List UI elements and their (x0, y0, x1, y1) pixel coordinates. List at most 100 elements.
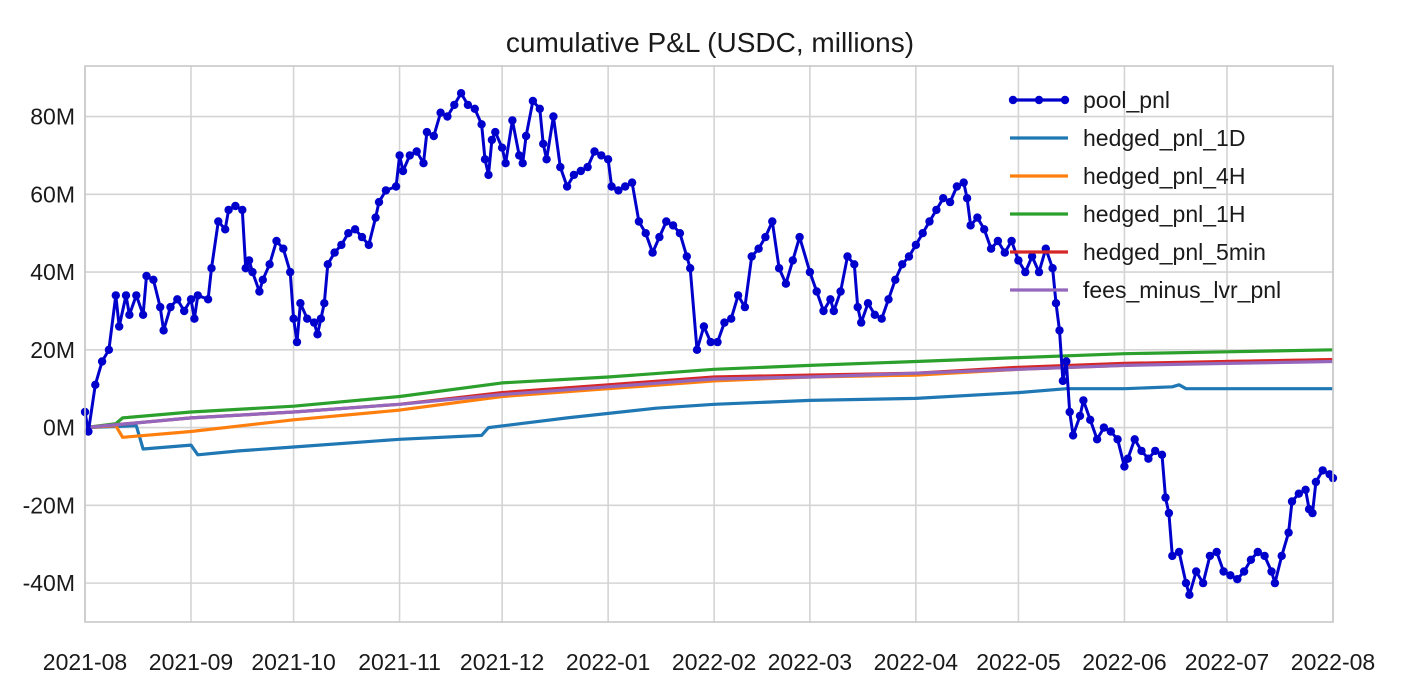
data-point (1233, 575, 1242, 584)
legend-item: pool_pnl (1008, 87, 1170, 113)
data-point (1123, 454, 1133, 463)
data-point (569, 170, 579, 180)
y-axis-ticks: -40M -20M 0M 20M 40M 60M 80M (23, 104, 75, 597)
data-point (607, 182, 616, 191)
data-point (1246, 555, 1256, 564)
data-point (788, 256, 797, 265)
data-point (1212, 547, 1221, 557)
data-point (443, 112, 452, 121)
data-point (1051, 299, 1061, 308)
y-tick-label: 80M (30, 104, 75, 130)
data-point (330, 248, 339, 257)
data-point (562, 182, 572, 191)
data-point (740, 302, 750, 312)
data-point (539, 139, 548, 148)
data-point (774, 264, 784, 273)
data-point (1058, 376, 1068, 386)
data-point (761, 232, 770, 242)
data-point (398, 166, 408, 176)
data-point (1068, 431, 1078, 440)
data-point (1168, 551, 1177, 561)
data-point (962, 194, 972, 203)
legend-label: fees_minus_lvr_pnl (1083, 277, 1281, 303)
data-point (1185, 590, 1194, 599)
data-point (535, 104, 544, 114)
data-point (374, 197, 384, 207)
data-point (850, 260, 859, 269)
data-point (891, 275, 900, 284)
x-tick-label: 2022-02 (672, 649, 756, 675)
data-point (1277, 551, 1286, 561)
data-point (980, 225, 989, 234)
data-point (1075, 411, 1085, 421)
data-point (258, 275, 267, 284)
data-point (364, 240, 373, 250)
x-tick-label: 2021-12 (460, 649, 544, 675)
data-point (1137, 446, 1146, 456)
data-point (781, 279, 791, 288)
data-point (480, 155, 490, 164)
data-point (289, 314, 298, 323)
data-point (1192, 567, 1201, 576)
data-point (487, 135, 497, 145)
data-point (456, 89, 466, 98)
data-point (248, 267, 257, 277)
data-point (1062, 357, 1071, 366)
data-point (1151, 446, 1160, 456)
data-point (843, 252, 852, 261)
data-point (556, 162, 565, 172)
data-point (706, 337, 715, 347)
data-point (863, 299, 873, 308)
y-tick-label: 60M (30, 181, 75, 207)
series-hedged_pnl_1H (84, 348, 1334, 430)
data-point (795, 232, 804, 242)
data-point (634, 217, 644, 226)
data-point (1308, 508, 1317, 518)
data-point (138, 310, 148, 319)
data-point (121, 291, 131, 300)
data-point (1294, 489, 1304, 498)
data-point (125, 310, 134, 319)
data-point (648, 248, 657, 257)
data-point (265, 260, 274, 269)
x-tick-label: 2022-08 (1291, 649, 1375, 675)
data-point (207, 264, 216, 273)
data-point (303, 314, 312, 323)
data-point (224, 205, 233, 215)
data-point (1000, 248, 1009, 257)
x-tick-label: 2021-09 (149, 649, 233, 675)
data-point (166, 302, 175, 312)
data-point (853, 302, 862, 312)
data-point (221, 225, 230, 234)
data-point (1086, 415, 1095, 424)
data-point (884, 295, 893, 304)
data-point (1157, 450, 1167, 459)
data-point (727, 314, 736, 323)
data-point (857, 318, 866, 327)
data-point (1144, 454, 1153, 463)
data-point (1267, 567, 1276, 576)
data-point (1130, 435, 1139, 444)
data-point (497, 143, 507, 152)
data-point (918, 229, 927, 238)
data-point (313, 330, 322, 339)
data-point (945, 197, 955, 207)
series-pool_pnl (80, 89, 1338, 599)
data-point (477, 120, 486, 129)
data-point (1027, 252, 1037, 261)
data-point (939, 194, 948, 203)
data-point (641, 229, 650, 238)
data-point (1318, 466, 1327, 475)
y-tick-label: 0M (43, 415, 75, 441)
data-point (655, 232, 664, 242)
data-point (463, 100, 473, 110)
data-point (877, 314, 886, 323)
data-point (819, 306, 828, 316)
data-point (149, 275, 158, 284)
legend-label: hedged_pnl_1D (1083, 125, 1245, 151)
data-point (286, 267, 295, 277)
data-point (391, 182, 401, 191)
data-point (603, 155, 613, 164)
data-point (1120, 462, 1129, 471)
